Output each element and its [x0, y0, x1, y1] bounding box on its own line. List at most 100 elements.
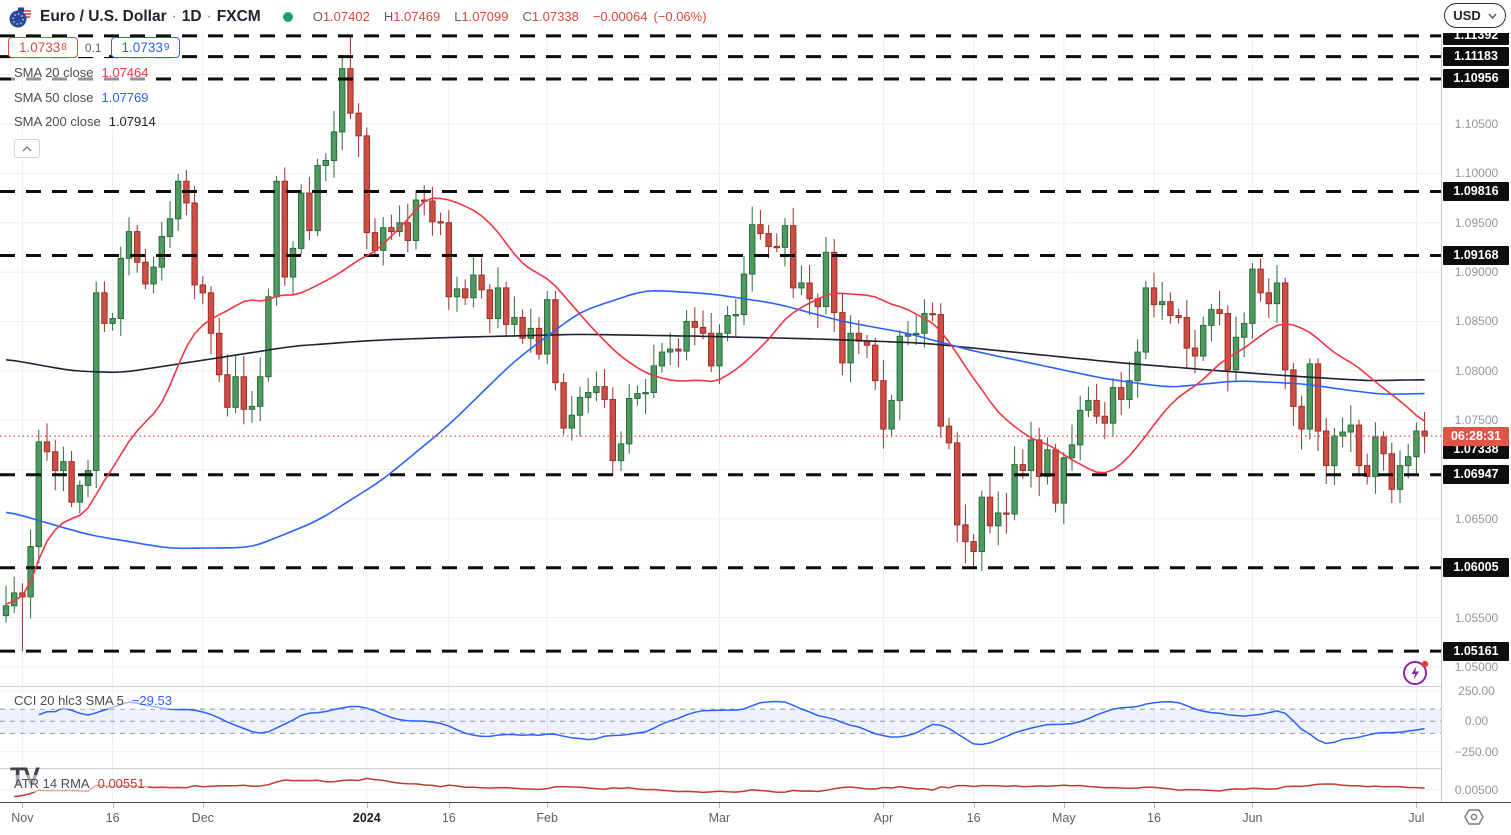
- instant-trading-button[interactable]: [1401, 658, 1431, 688]
- candle: [216, 317, 223, 382]
- candle: [609, 387, 616, 475]
- candle: [1249, 263, 1256, 339]
- buy-ask-button[interactable]: 1.0733 9: [110, 37, 181, 58]
- level-price-label: 1.05161: [1443, 641, 1509, 661]
- candle: [1126, 361, 1133, 409]
- candle: [478, 258, 485, 299]
- candle: [1150, 272, 1158, 318]
- sell-bid-button[interactable]: 1.0733 8: [8, 37, 78, 58]
- candle: [1208, 303, 1215, 342]
- candle: [117, 246, 124, 337]
- time-axis[interactable]: Nov 16 Dec 2024 16 Feb Mar Apr 16 May 16 Jun Jul: [0, 802, 1511, 835]
- candle: [330, 110, 338, 178]
- sma200-value: 1.07914: [108, 114, 156, 129]
- candle: [1372, 422, 1379, 494]
- candle: [93, 281, 100, 488]
- candle: [970, 533, 977, 568]
- candle: [76, 480, 83, 514]
- candle: [519, 309, 526, 344]
- candle: [11, 576, 18, 614]
- time-label: 16: [105, 811, 120, 825]
- candle: [289, 241, 297, 295]
- price-chart-canvas[interactable]: [0, 0, 1441, 802]
- price-tick: 1.06500: [1454, 511, 1499, 526]
- candle: [35, 429, 42, 564]
- candle: [1282, 277, 1289, 390]
- atr-pane: [14, 777, 1425, 798]
- time-label: Dec: [191, 811, 214, 825]
- exchange-label: FXCM: [216, 7, 261, 25]
- candle: [1405, 443, 1412, 479]
- atr-tick: 0.00500: [1454, 783, 1499, 797]
- candle: [986, 475, 994, 534]
- candle: [1167, 292, 1174, 324]
- legend-sma200[interactable]: SMA 200 close 1.07914: [11, 113, 159, 130]
- candle: [945, 417, 953, 450]
- price-axis[interactable]: 1.10500 1.10000 1.09500 1.09000 1.08500 1.080…: [1441, 0, 1511, 802]
- level-price-label: 1.09168: [1443, 246, 1509, 265]
- candle: [265, 288, 272, 382]
- candle: [872, 337, 879, 391]
- time-tick: [1252, 803, 1254, 808]
- symbol-title[interactable]: Euro / U.S. Dollar · 1D · FXCM: [40, 7, 261, 25]
- price-tick: 1.05500: [1454, 610, 1499, 625]
- candle: [1364, 453, 1371, 485]
- candle: [1355, 419, 1363, 477]
- candle: [1011, 446, 1018, 521]
- candle: [494, 267, 502, 329]
- time-label: Mar: [708, 811, 731, 825]
- candle: [1142, 280, 1149, 360]
- legend-cci[interactable]: CCI 20 hlc3 SMA 5 −29.53: [11, 692, 175, 709]
- currency-selector-button[interactable]: USD: [1444, 3, 1506, 28]
- candle: [1306, 358, 1313, 440]
- candle: [298, 184, 305, 255]
- price-tick: 1.09000: [1454, 265, 1499, 280]
- candle: [142, 248, 149, 290]
- cci-tick: −250.00: [1454, 744, 1499, 759]
- candle: [1224, 305, 1231, 392]
- candle: [954, 432, 961, 543]
- candle: [1421, 411, 1428, 454]
- separator-dot: ·: [206, 7, 212, 25]
- candle: [757, 209, 764, 240]
- candle: [1003, 492, 1010, 534]
- candle: [601, 368, 608, 409]
- candle: [503, 281, 510, 338]
- candle: [511, 296, 518, 337]
- candles-layer: [2, 36, 1428, 652]
- candle: [765, 224, 772, 259]
- candle: [60, 446, 67, 492]
- candle: [1183, 300, 1190, 368]
- candle: [429, 186, 436, 236]
- collapse-legend-button[interactable]: [14, 139, 40, 158]
- change-percent: (−0.06%): [653, 9, 707, 24]
- time-label: 2024: [352, 811, 381, 825]
- axis-settings-icon[interactable]: [1464, 807, 1484, 827]
- candle: [724, 306, 731, 342]
- candle: [749, 206, 756, 292]
- legend-sma20[interactable]: SMA 20 close 1.07464: [11, 64, 152, 81]
- time-label: Nov: [11, 811, 34, 825]
- time-label: Apr: [873, 811, 894, 825]
- candle: [544, 290, 551, 365]
- candle: [568, 396, 575, 441]
- low-value: 1.07099: [461, 9, 509, 24]
- candle: [576, 386, 584, 437]
- candle: [740, 255, 748, 326]
- legend-sma50[interactable]: SMA 50 close 1.07769: [11, 89, 152, 106]
- candle: [166, 201, 174, 248]
- level-price-label: 1.06005: [1443, 558, 1509, 578]
- legend-atr[interactable]: ATR 14 RMA 0.00551: [11, 775, 148, 792]
- candle: [560, 373, 567, 435]
- candle: [109, 312, 116, 331]
- candle: [1085, 386, 1092, 418]
- chevron-up-icon: [22, 145, 32, 151]
- support-resistance-levels[interactable]: [0, 34, 1441, 653]
- time-tick: [112, 803, 114, 808]
- candle: [240, 355, 248, 425]
- level-price-label: 1.10956: [1443, 69, 1509, 89]
- chevron-down-icon: [1488, 13, 1497, 19]
- candle: [798, 265, 805, 295]
- sma20-value: 1.07464: [101, 65, 149, 80]
- change-value: −0.00064: [592, 9, 648, 24]
